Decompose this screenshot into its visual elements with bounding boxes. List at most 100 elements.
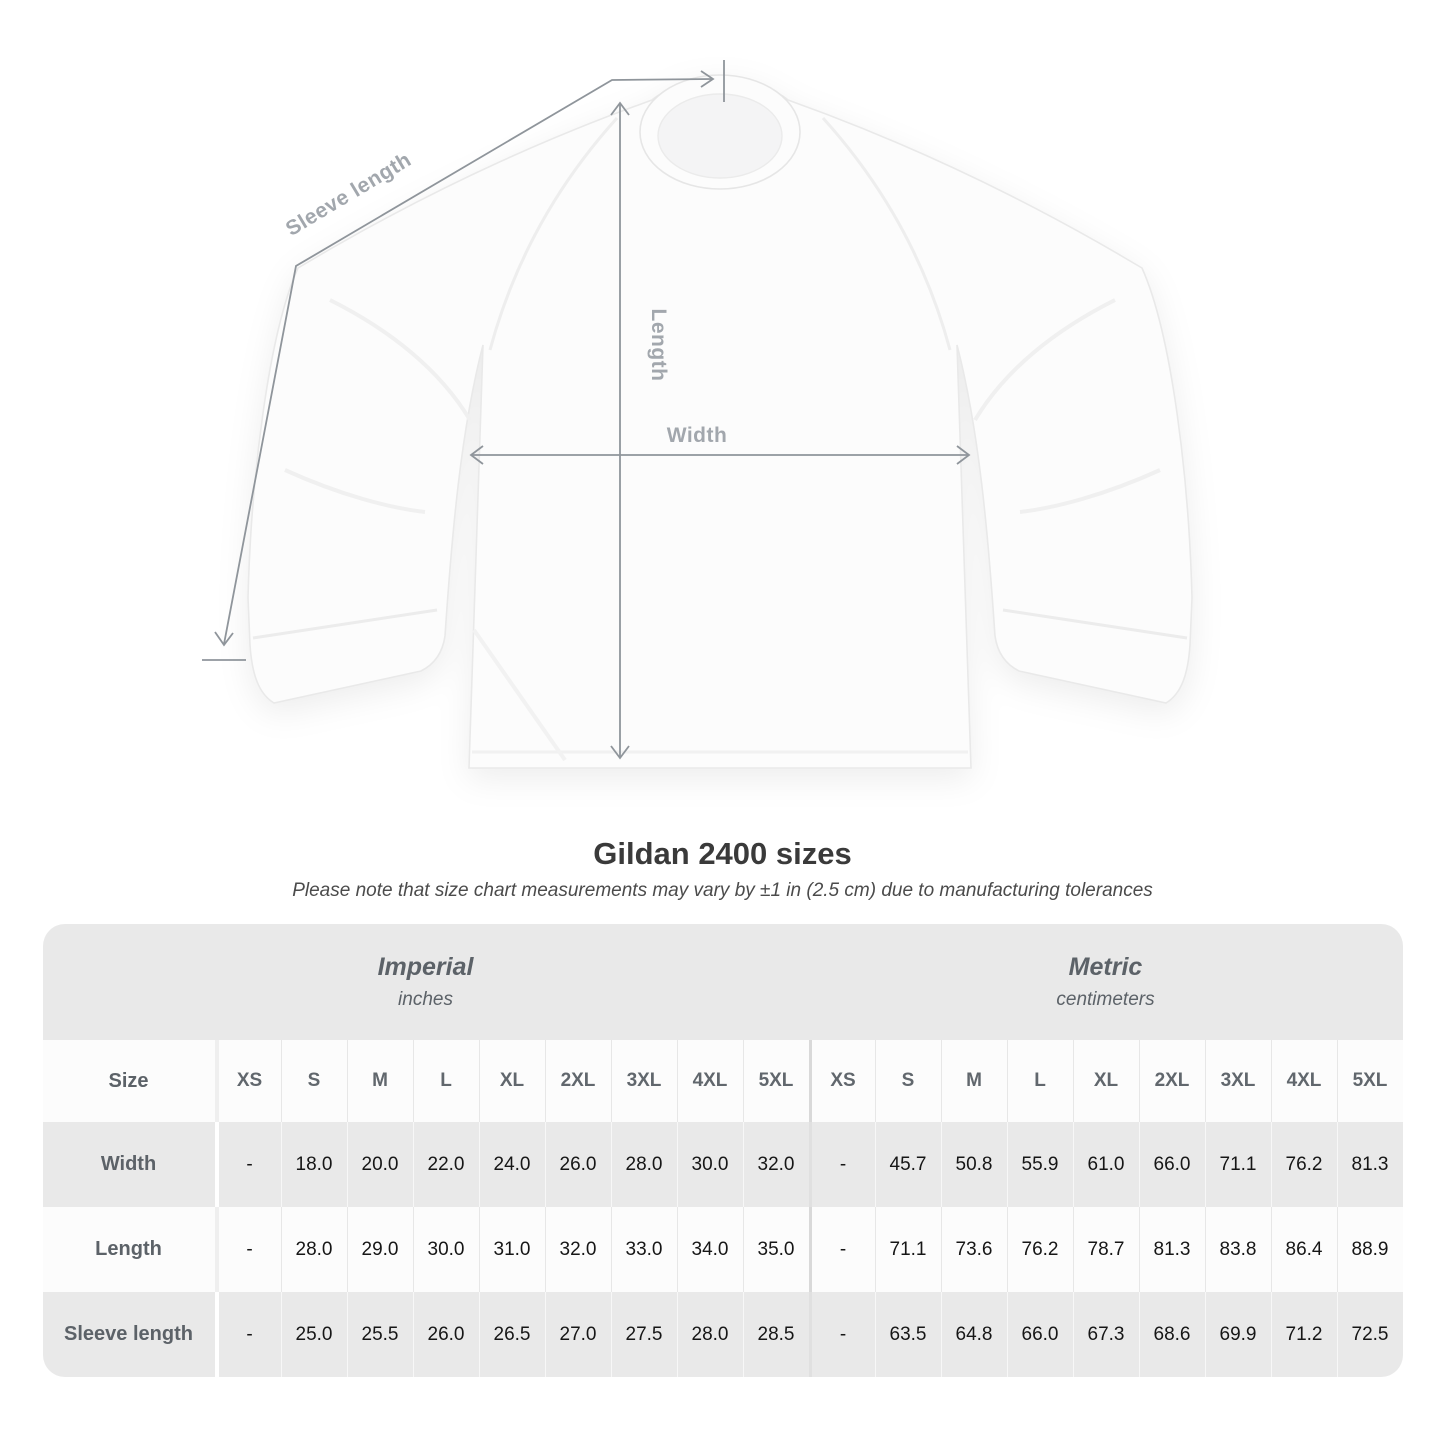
length-4xl-in: 34.0 xyxy=(676,1207,743,1292)
sleeve-l-cm: 66.0 xyxy=(1006,1292,1073,1377)
shirt-measurement-diagram: Sleeve length Length Width xyxy=(202,60,1193,769)
right-armhole-seam xyxy=(821,116,952,351)
shirt-body xyxy=(247,82,1193,769)
size-col-m-metric: M xyxy=(940,1040,1007,1122)
imperial-group-header: Imperial inches xyxy=(43,924,809,1040)
width-3xl-in: 28.0 xyxy=(610,1122,677,1207)
sleeve-s-cm: 63.5 xyxy=(874,1292,941,1377)
size-col-s-imperial: S xyxy=(280,1040,347,1122)
sleeve-5xl-cm: 72.5 xyxy=(1336,1292,1403,1377)
length-xl-cm: 78.7 xyxy=(1072,1207,1139,1292)
size-table: Imperial inches Metric centimeters Size … xyxy=(42,924,1403,1377)
metric-group-header: Metric centimeters xyxy=(809,924,1403,1040)
right-sleeve-crease xyxy=(973,298,1116,422)
width-s-cm: 45.7 xyxy=(874,1122,941,1207)
sleeve-xl-in: 26.5 xyxy=(478,1292,545,1377)
length-s-in: 28.0 xyxy=(280,1207,347,1292)
size-col-m-imperial: M xyxy=(346,1040,413,1122)
length-5xl-cm: 88.9 xyxy=(1336,1207,1403,1292)
width-5xl-cm: 81.3 xyxy=(1336,1122,1403,1207)
sleeve-length-arrow xyxy=(202,60,725,661)
width-arrow xyxy=(469,445,971,465)
width-label: Width xyxy=(667,424,728,447)
size-col-4xl-metric: 4XL xyxy=(1270,1040,1337,1122)
size-col-s-metric: S xyxy=(874,1040,941,1122)
imperial-unit: inches xyxy=(398,989,453,1010)
size-header-row: Size XS S M L XL 2XL 3XL 4XL 5XL XS S M … xyxy=(42,1040,1403,1122)
left-armhole-seam xyxy=(488,116,619,351)
sleeve-xs-in: - xyxy=(214,1292,281,1377)
length-s-cm: 71.1 xyxy=(874,1207,941,1292)
width-xs-in: - xyxy=(214,1122,281,1207)
page-title: Gildan 2400 sizes xyxy=(593,836,852,871)
length-3xl-cm: 83.8 xyxy=(1204,1207,1271,1292)
sleeve-3xl-cm: 69.9 xyxy=(1204,1292,1271,1377)
metric-unit: centimeters xyxy=(1056,989,1155,1010)
length-xs-in: - xyxy=(214,1207,281,1292)
sleeve-4xl-in: 28.0 xyxy=(676,1292,743,1377)
table-row-sleeve-length: Sleeve length - 25.0 25.5 26.0 26.5 27.0… xyxy=(42,1292,1403,1377)
length-xl-in: 31.0 xyxy=(478,1207,545,1292)
width-2xl-cm: 66.0 xyxy=(1138,1122,1205,1207)
length-2xl-in: 32.0 xyxy=(544,1207,611,1292)
length-xs-cm: - xyxy=(808,1207,875,1292)
left-sleeve-crease xyxy=(329,298,472,422)
size-col-2xl-imperial: 2XL xyxy=(544,1040,611,1122)
size-col-3xl-imperial: 3XL xyxy=(610,1040,677,1122)
width-5xl-in: 32.0 xyxy=(742,1122,809,1207)
sleeve-l-in: 26.0 xyxy=(412,1292,479,1377)
length-l-cm: 76.2 xyxy=(1006,1207,1073,1292)
sleeve-3xl-in: 27.5 xyxy=(610,1292,677,1377)
width-m-in: 20.0 xyxy=(346,1122,413,1207)
width-2xl-in: 26.0 xyxy=(544,1122,611,1207)
table-row-width: Width - 18.0 20.0 22.0 24.0 26.0 28.0 30… xyxy=(42,1122,1403,1207)
sleeve-m-in: 25.5 xyxy=(346,1292,413,1377)
shirt-diagram-svg: Sleeve length Length Width xyxy=(202,60,1193,769)
size-col-xs-imperial: XS xyxy=(214,1040,281,1122)
row-label-width: Width xyxy=(100,1153,157,1175)
size-col-l-metric: L xyxy=(1006,1040,1073,1122)
size-col-2xl-metric: 2XL xyxy=(1138,1040,1205,1122)
width-4xl-in: 30.0 xyxy=(676,1122,743,1207)
width-xs-cm: - xyxy=(808,1122,875,1207)
sleeve-2xl-cm: 68.6 xyxy=(1138,1292,1205,1377)
sleeve-s-in: 25.0 xyxy=(280,1292,347,1377)
imperial-title: Imperial xyxy=(377,953,474,981)
sleeve-5xl-in: 28.5 xyxy=(742,1292,809,1377)
metric-title: Metric xyxy=(1068,953,1143,981)
length-2xl-cm: 81.3 xyxy=(1138,1207,1205,1292)
width-xl-in: 24.0 xyxy=(478,1122,545,1207)
row-label-sleeve-length: Sleeve length xyxy=(64,1323,193,1345)
size-col-xs-metric: XS xyxy=(808,1040,875,1122)
row-label-length: Length xyxy=(95,1238,162,1260)
length-label: Length xyxy=(647,309,670,382)
width-l-in: 22.0 xyxy=(412,1122,479,1207)
left-cuff-seam xyxy=(252,608,438,640)
body-corner-crease xyxy=(472,628,567,762)
size-col-5xl-imperial: 5XL xyxy=(742,1040,809,1122)
length-l-in: 30.0 xyxy=(412,1207,479,1292)
length-m-cm: 73.6 xyxy=(940,1207,1007,1292)
right-cuff-seam xyxy=(1002,608,1188,640)
width-s-in: 18.0 xyxy=(280,1122,347,1207)
width-l-cm: 55.9 xyxy=(1006,1122,1073,1207)
length-5xl-in: 35.0 xyxy=(742,1207,809,1292)
sleeve-m-cm: 64.8 xyxy=(940,1292,1007,1377)
length-3xl-in: 33.0 xyxy=(610,1207,677,1292)
size-col-xl-imperial: XL xyxy=(478,1040,545,1122)
measurement-arrows xyxy=(202,60,971,760)
width-4xl-cm: 76.2 xyxy=(1270,1122,1337,1207)
length-4xl-cm: 86.4 xyxy=(1270,1207,1337,1292)
table-row-length: Length - 28.0 29.0 30.0 31.0 32.0 33.0 3… xyxy=(42,1207,1403,1292)
shirt-illustration xyxy=(247,74,1193,769)
right-sleeve-fold xyxy=(1019,468,1161,514)
unit-group-band: Imperial inches Metric centimeters xyxy=(42,924,1403,1040)
sleeve-4xl-cm: 71.2 xyxy=(1270,1292,1337,1377)
size-col-3xl-metric: 3XL xyxy=(1204,1040,1271,1122)
sleeve-xs-cm: - xyxy=(808,1292,875,1377)
size-col-4xl-imperial: 4XL xyxy=(676,1040,743,1122)
sleeve-2xl-in: 27.0 xyxy=(544,1292,611,1377)
width-m-cm: 50.8 xyxy=(940,1122,1007,1207)
size-col-xl-metric: XL xyxy=(1072,1040,1139,1122)
